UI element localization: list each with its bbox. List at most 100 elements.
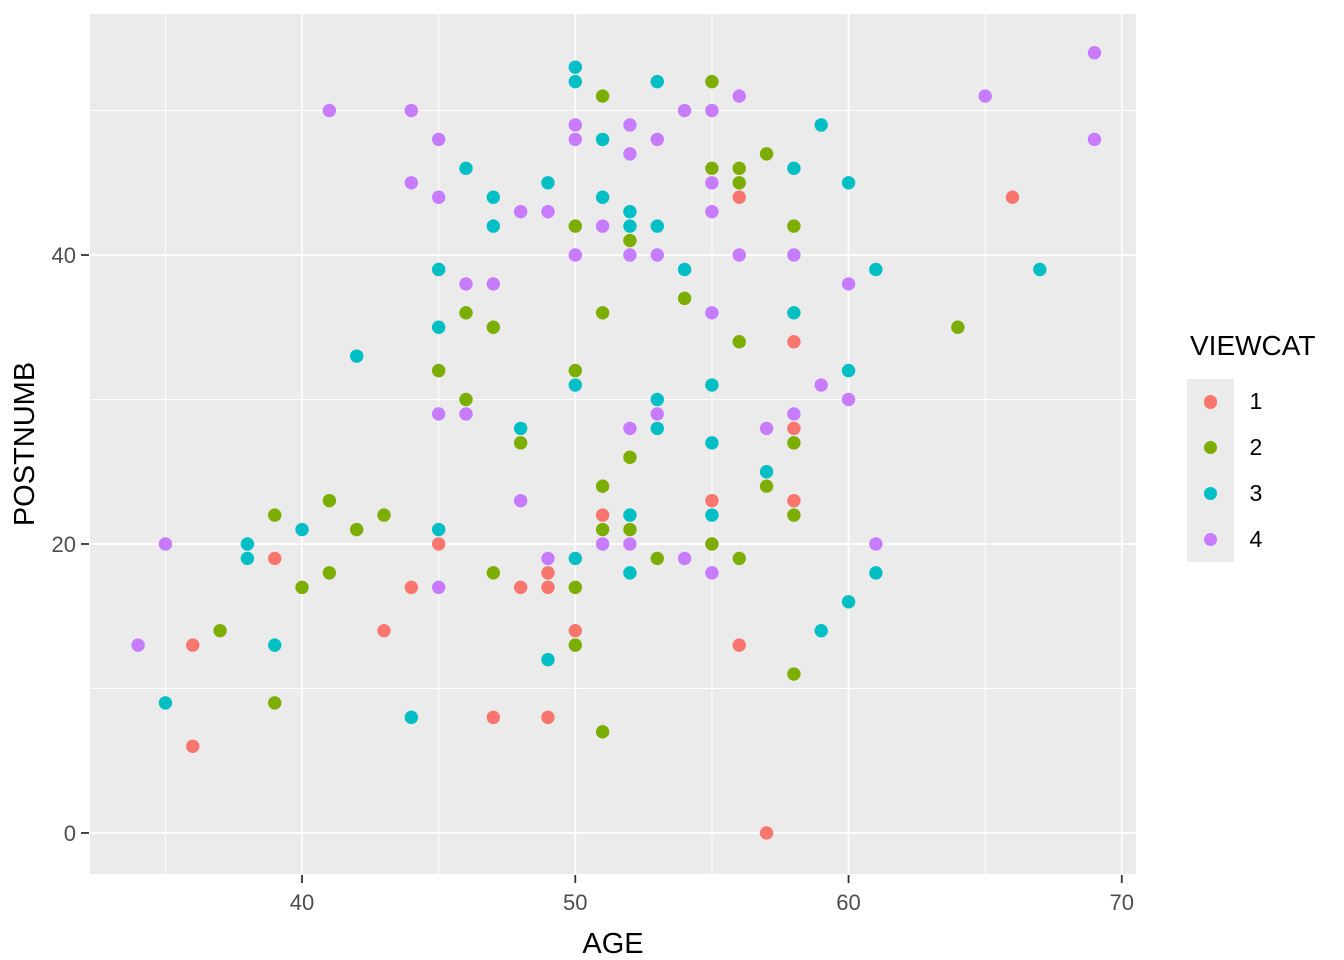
data-point-cat3: [404, 710, 419, 725]
data-point-cat3: [568, 551, 582, 566]
data-point-cat1: [404, 580, 419, 595]
data-point-cat4: [814, 378, 828, 392]
data-point-cat2: [650, 551, 664, 566]
x-tick-label: 70: [1110, 890, 1134, 915]
data-point-cat2: [486, 566, 501, 580]
data-point-cat4: [568, 118, 582, 132]
data-point-cat2: [595, 89, 610, 103]
data-point-cat4: [732, 89, 746, 103]
data-point-cat3: [595, 132, 610, 147]
legend-key-dot-4: [1203, 532, 1217, 546]
data-point-cat2: [595, 522, 610, 537]
legend-key: [1187, 470, 1234, 517]
data-point-cat4: [541, 551, 555, 566]
data-point-cat4: [568, 132, 582, 147]
data-point-cat2: [322, 566, 337, 580]
data-point-cat4: [595, 537, 610, 551]
x-axis-title: AGE: [582, 928, 643, 960]
data-point-cat2: [732, 161, 746, 176]
y-tick-label: 0: [64, 821, 76, 846]
data-point-cat3: [158, 696, 173, 710]
legend-label: 3: [1249, 479, 1263, 506]
data-point-cat3: [541, 652, 555, 667]
data-point-cat4: [705, 204, 719, 219]
data-point-cat2: [513, 436, 528, 450]
data-point-cat3: [841, 595, 856, 609]
data-point-cat2: [268, 508, 282, 522]
data-point-cat3: [677, 262, 692, 277]
data-point-cat2: [568, 580, 582, 595]
data-point-cat3: [787, 161, 801, 176]
legend-key: [1187, 516, 1234, 563]
data-point-cat2: [568, 219, 582, 233]
data-point-cat1: [787, 421, 801, 436]
data-point-cat4: [568, 248, 582, 262]
data-point-cat3: [869, 566, 883, 580]
data-point-cat1: [541, 710, 555, 725]
data-point-cat3: [650, 74, 664, 89]
data-point-cat2: [787, 508, 801, 522]
data-point-cat3: [431, 522, 446, 537]
data-point-cat4: [869, 537, 883, 551]
data-point-cat4: [513, 493, 528, 508]
data-point-cat4: [650, 132, 664, 147]
data-point-cat3: [486, 219, 501, 233]
data-point-cat3: [787, 306, 801, 320]
data-point-cat1: [759, 826, 774, 840]
data-point-cat2: [295, 580, 309, 595]
data-point-cat4: [841, 277, 856, 291]
data-point-cat4: [1087, 46, 1102, 60]
data-point-cat2: [459, 306, 473, 320]
x-tick-label: 40: [290, 890, 314, 915]
data-point-cat3: [841, 363, 856, 378]
data-point-cat4: [322, 103, 337, 118]
data-point-cat2: [595, 725, 610, 739]
data-point-cat2: [787, 667, 801, 681]
legend: VIEWCAT 1 2 3 4: [1187, 330, 1315, 563]
data-point-cat2: [268, 696, 282, 710]
data-point-cat4: [459, 277, 473, 291]
data-point-cat4: [404, 103, 419, 118]
legend-key: [1187, 424, 1234, 471]
data-point-cat4: [705, 306, 719, 320]
data-point-cat1: [732, 190, 746, 204]
y-axis-title: POSTNUMB: [9, 362, 41, 526]
data-point-cat1: [732, 638, 746, 652]
data-point-cat4: [459, 407, 473, 421]
data-point-cat2: [787, 219, 801, 233]
data-point-cat3: [623, 219, 637, 233]
legend-entry-4: 4: [1187, 516, 1315, 563]
data-point-cat3: [1033, 262, 1047, 277]
data-point-cat2: [705, 161, 719, 176]
data-point-cat3: [814, 623, 828, 638]
data-point-cat3: [568, 60, 582, 74]
data-point-cat2: [568, 363, 582, 378]
data-point-cat4: [1087, 132, 1102, 147]
data-point-cat2: [431, 363, 446, 378]
data-point-cat4: [513, 204, 528, 219]
data-point-cat1: [787, 335, 801, 349]
data-point-cat4: [404, 176, 419, 190]
data-point-cat2: [705, 74, 719, 89]
data-point-cat2: [705, 537, 719, 551]
data-point-cat4: [650, 248, 664, 262]
data-point-cat1: [595, 508, 610, 522]
data-point-cat4: [759, 421, 774, 436]
data-point-cat3: [568, 378, 582, 392]
data-point-cat1: [568, 623, 582, 638]
data-point-cat3: [650, 421, 664, 436]
data-point-cat3: [349, 349, 364, 363]
data-point-cat4: [623, 118, 637, 132]
data-point-cat2: [595, 479, 610, 493]
data-point-cat4: [705, 176, 719, 190]
data-point-cat3: [568, 74, 582, 89]
data-point-cat2: [787, 436, 801, 450]
data-point-cat2: [377, 508, 391, 522]
data-point-cat2: [759, 147, 774, 161]
data-point-cat2: [759, 479, 774, 493]
data-point-cat3: [431, 262, 446, 277]
data-point-cat4: [623, 421, 637, 436]
data-point-cat2: [677, 291, 692, 306]
data-point-cat1: [705, 493, 719, 508]
